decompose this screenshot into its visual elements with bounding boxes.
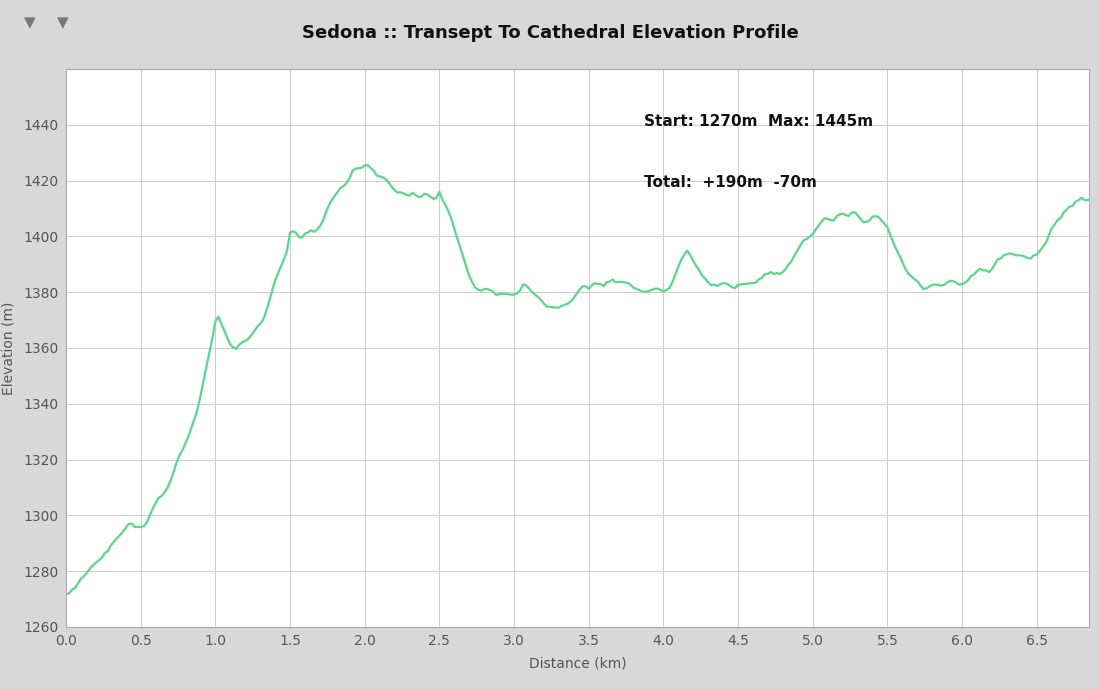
Text: Total:  +190m  -70m: Total: +190m -70m bbox=[644, 175, 817, 190]
Text: Sedona :: Transept To Cathedral Elevation Profile: Sedona :: Transept To Cathedral Elevatio… bbox=[301, 24, 799, 42]
Text: Start: 1270m  Max: 1445m: Start: 1270m Max: 1445m bbox=[644, 114, 873, 129]
Text: ▼: ▼ bbox=[57, 15, 69, 30]
X-axis label: Distance (km): Distance (km) bbox=[529, 656, 626, 670]
Y-axis label: Elevation (m): Elevation (m) bbox=[1, 301, 15, 395]
Text: ▼: ▼ bbox=[24, 15, 36, 30]
